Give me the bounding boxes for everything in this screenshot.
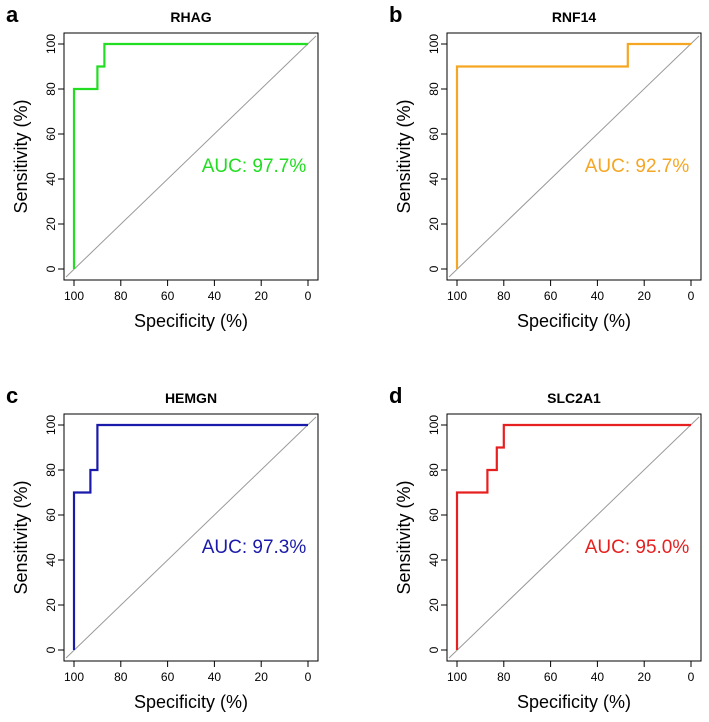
- x-axis-label: Specificity (%): [517, 692, 631, 712]
- x-tick-label: 20: [638, 670, 652, 684]
- plot-frame: [446, 413, 702, 662]
- y-tick-label: 20: [44, 598, 58, 612]
- roc-curve: [455, 423, 691, 650]
- panel-letter: c: [6, 383, 18, 408]
- y-axis-label: Sensitivity (%): [394, 480, 414, 594]
- y-tick-label: 20: [44, 217, 58, 231]
- chart-panel-d: d SLC2A1 0 20 40 60 80 100 100 80 60 40 20 0 Specifici…: [389, 383, 702, 712]
- y-axis-label: Sensitivity (%): [11, 480, 31, 594]
- x-tick-label: 20: [255, 670, 269, 684]
- x-axis-label: Specificity (%): [517, 311, 631, 331]
- panel-letter: b: [389, 2, 402, 27]
- roc-curve: [455, 42, 691, 269]
- y-tick-label: 20: [427, 217, 441, 231]
- x-tick-label: 80: [114, 289, 128, 303]
- x-tick-label: 60: [544, 289, 558, 303]
- y-tick-label: 60: [44, 508, 58, 522]
- x-tick-label: 40: [591, 289, 605, 303]
- y-tick-label: 80: [427, 82, 441, 96]
- x-axis-label: Specificity (%): [134, 311, 248, 331]
- x-tick-label: 100: [64, 289, 84, 303]
- x-tick-label: 40: [208, 670, 222, 684]
- y-tick-label: 0: [44, 646, 58, 653]
- y-tick-label: 100: [44, 34, 58, 54]
- x-tick-label: 100: [447, 670, 467, 684]
- chart-panel-b: b RNF14 0 20 40 60 80 100 100 80 60 40 20 0 Specificit…: [389, 2, 702, 331]
- panel-letter: d: [389, 383, 402, 408]
- x-axis-label: Specificity (%): [134, 692, 248, 712]
- chart-title: RHAG: [170, 9, 211, 25]
- chart-panel-a: a RHAG 0 20 40 60 80 100 100 80 60 40 20 0 Specificity…: [6, 2, 319, 331]
- chart-title: HEMGN: [165, 390, 217, 406]
- y-tick-label: 100: [44, 415, 58, 435]
- x-tick-label: 0: [305, 289, 312, 303]
- reference-diagonal: [65, 416, 317, 659]
- y-tick-label: 60: [427, 508, 441, 522]
- auc-label: AUC: 92.7%: [585, 156, 690, 177]
- x-tick-label: 60: [161, 289, 175, 303]
- y-tick-label: 60: [427, 127, 441, 141]
- chart-panel-c: c HEMGN 0 20 40 60 80 100 100 80 60 40 20 0 Specificit…: [6, 383, 319, 712]
- y-tick-label: 0: [427, 265, 441, 272]
- x-tick-label: 40: [591, 670, 605, 684]
- chart-title: RNF14: [552, 9, 597, 25]
- plot-frame: [446, 32, 702, 281]
- y-tick-label: 40: [44, 172, 58, 186]
- y-tick-label: 100: [427, 415, 441, 435]
- x-tick-label: 100: [64, 670, 84, 684]
- chart-title: SLC2A1: [547, 390, 601, 406]
- y-tick-label: 40: [427, 172, 441, 186]
- reference-diagonal: [448, 416, 700, 659]
- plot-frame: [63, 32, 319, 281]
- x-tick-label: 80: [497, 289, 511, 303]
- x-tick-label: 0: [688, 289, 695, 303]
- panel-letter: a: [6, 2, 19, 27]
- y-tick-label: 100: [427, 34, 441, 54]
- y-tick-label: 40: [427, 553, 441, 567]
- x-tick-label: 0: [305, 670, 312, 684]
- roc-curve: [72, 42, 308, 269]
- auc-label: AUC: 95.0%: [585, 537, 690, 558]
- roc-curve: [72, 423, 308, 650]
- x-tick-label: 40: [208, 289, 222, 303]
- y-axis-label: Sensitivity (%): [394, 99, 414, 213]
- x-tick-label: 20: [255, 289, 269, 303]
- x-tick-label: 80: [114, 670, 128, 684]
- y-tick-label: 80: [427, 463, 441, 477]
- y-tick-label: 60: [44, 127, 58, 141]
- x-tick-label: 100: [447, 289, 467, 303]
- auc-label: AUC: 97.3%: [202, 537, 307, 558]
- y-tick-label: 20: [427, 598, 441, 612]
- x-tick-label: 60: [161, 670, 175, 684]
- reference-diagonal: [65, 35, 317, 278]
- reference-diagonal: [448, 35, 700, 278]
- y-tick-label: 0: [44, 265, 58, 272]
- y-tick-label: 40: [44, 553, 58, 567]
- x-tick-label: 60: [544, 670, 558, 684]
- y-axis-label: Sensitivity (%): [11, 99, 31, 213]
- x-tick-label: 20: [638, 289, 652, 303]
- plot-frame: [63, 413, 319, 662]
- y-tick-label: 80: [44, 463, 58, 477]
- auc-label: AUC: 97.7%: [202, 156, 307, 177]
- y-tick-label: 80: [44, 82, 58, 96]
- x-tick-label: 80: [497, 670, 511, 684]
- x-tick-label: 0: [688, 670, 695, 684]
- y-tick-label: 0: [427, 646, 441, 653]
